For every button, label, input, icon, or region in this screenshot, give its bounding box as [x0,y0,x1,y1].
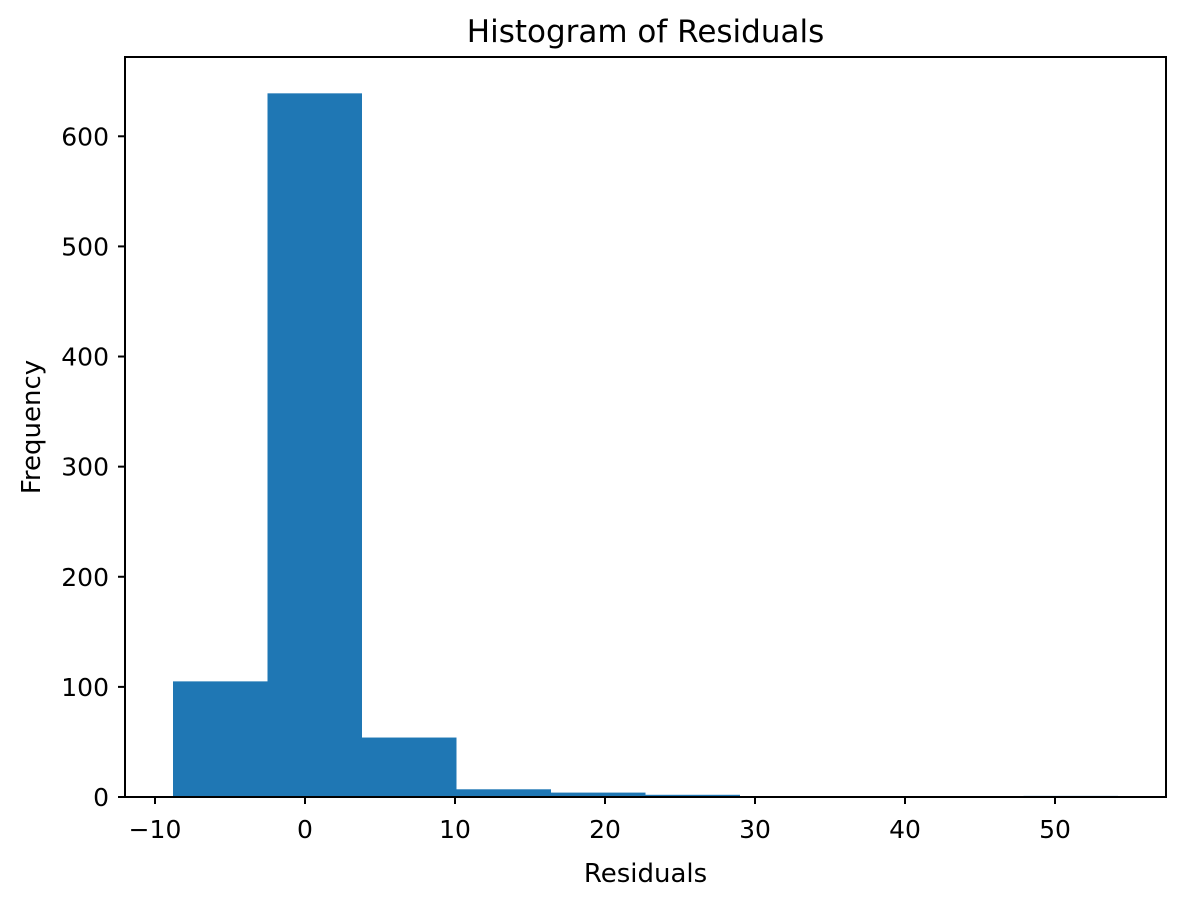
chart-title: Histogram of Residuals [467,14,824,50]
y-tick-label: 0 [93,783,109,812]
y-tick-label: 600 [61,122,109,151]
x-tick-label: 20 [589,815,621,844]
y-axis-ticks-group: 0 100 200 300 400 500 600 [61,122,125,812]
x-tick-label: 0 [297,815,313,844]
y-tick-label: 500 [61,232,109,261]
y-axis-label: Frequency [17,360,47,494]
histogram-bar-4 [551,792,646,797]
x-axis-label: Residuals [584,859,707,889]
x-tick-label: 50 [1039,815,1071,844]
x-tick-label: −10 [129,815,182,844]
x-tick-label: 10 [439,815,471,844]
x-axis-ticks-group: −10 0 10 20 30 40 50 [129,797,1071,844]
plot-frame [124,56,1167,798]
x-tick-label: 30 [739,815,771,844]
y-tick-label: 100 [61,673,109,702]
histogram-bar-2 [362,737,457,797]
y-tick-label: 400 [61,343,109,372]
y-tick-label: 200 [61,563,109,592]
y-tick-label: 300 [61,453,109,482]
histogram-bar-1 [267,93,362,797]
histogram-bar-0 [173,681,268,797]
x-tick-label: 40 [889,815,921,844]
histogram-bar-3 [456,789,551,797]
histogram-bars-group [173,93,1118,797]
histogram-bar-5 [645,794,740,797]
